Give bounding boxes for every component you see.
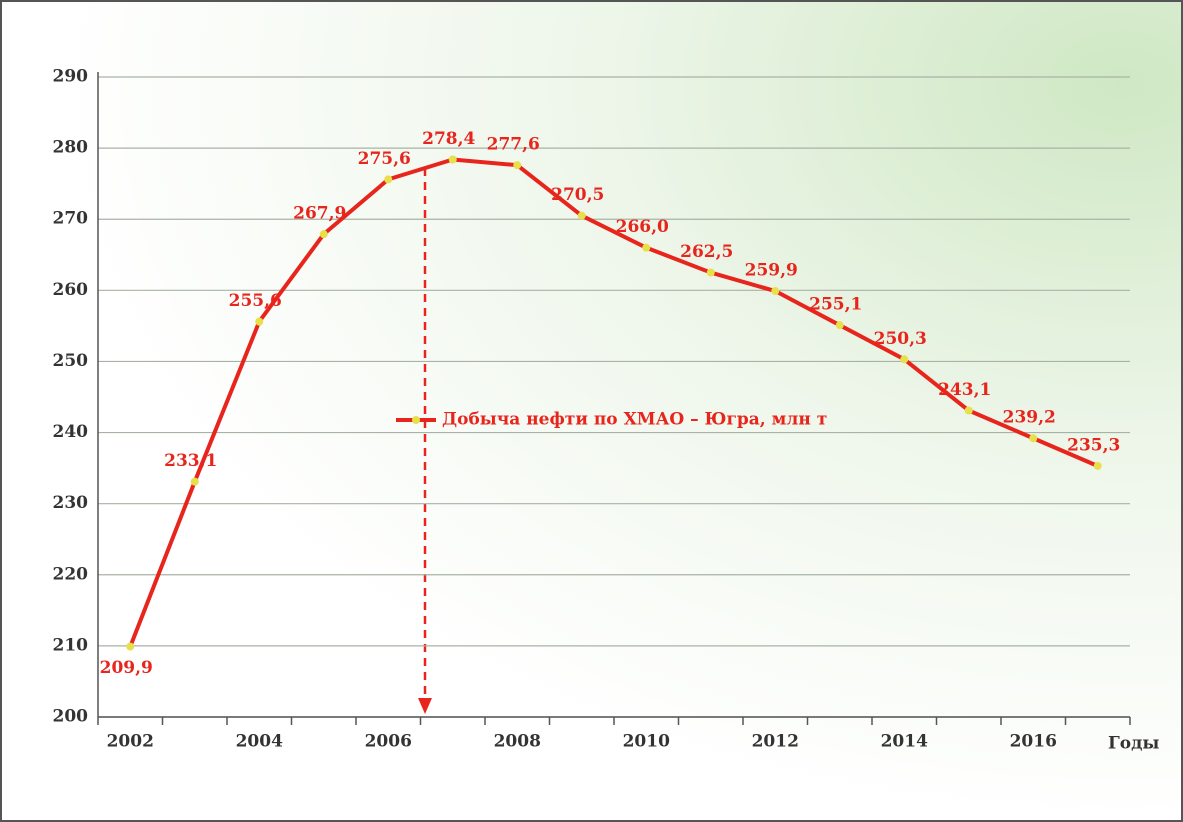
- y-tick-label: 210: [53, 635, 89, 655]
- x-tick-label: 2006: [365, 732, 412, 752]
- marker: [771, 287, 780, 296]
- x-tick-label: 2008: [494, 732, 541, 752]
- arrow-head: [418, 698, 432, 714]
- data-label: 266,0: [616, 217, 669, 237]
- x-axis-label: Годы: [1108, 734, 1159, 754]
- data-label: 243,1: [938, 380, 991, 400]
- y-tick-label: 270: [53, 209, 89, 229]
- data-label: 255,1: [809, 295, 862, 315]
- y-tick-label: 260: [53, 280, 89, 300]
- line: [128, 157, 1099, 648]
- x-tick-label: 2004: [236, 732, 283, 752]
- data-label: 259,9: [745, 261, 798, 281]
- data-label: 233,1: [164, 451, 217, 471]
- data-label: 262,5: [680, 242, 733, 262]
- data-label: 275,6: [358, 149, 411, 169]
- y-tick-label: 290: [53, 67, 89, 87]
- data-label: 235,3: [1067, 435, 1120, 455]
- marker: [513, 161, 522, 170]
- marker: [835, 321, 844, 330]
- marker: [642, 243, 651, 252]
- marker: [319, 230, 328, 239]
- data-label: 239,2: [1003, 408, 1056, 428]
- marker: [384, 175, 393, 184]
- data-label: 250,3: [874, 329, 927, 349]
- x-tick-label: 2002: [107, 732, 154, 752]
- data-label: 267,9: [293, 204, 346, 224]
- y-tick-label: 220: [53, 564, 89, 584]
- y-tick-label: 280: [53, 138, 89, 158]
- x-tick-label: 2010: [623, 732, 670, 752]
- x-tick-label: 2016: [1010, 732, 1057, 752]
- x-tick-label: 2014: [881, 732, 928, 752]
- marker: [964, 406, 973, 415]
- marker: [126, 642, 135, 651]
- data-label: 255,6: [229, 291, 282, 311]
- y-tick-label: 230: [53, 493, 89, 513]
- data-label: 270,5: [551, 185, 604, 205]
- y-tick-label: 240: [53, 422, 89, 442]
- data-label: 277,6: [487, 135, 540, 155]
- marker: [577, 211, 586, 220]
- marker: [1093, 461, 1102, 470]
- marker: [900, 355, 909, 364]
- legend-label: Добыча нефти по ХМАО – Югра, млн т: [442, 410, 827, 430]
- marker: [1029, 434, 1038, 443]
- y-tick-label: 200: [53, 707, 89, 727]
- data-label: 278,4: [422, 129, 475, 149]
- legend-marker: [412, 416, 420, 424]
- marker: [448, 155, 457, 164]
- y-tick-label: 250: [53, 351, 89, 371]
- marker: [190, 477, 199, 486]
- data-label: 209,9: [100, 658, 153, 678]
- x-tick-label: 2012: [752, 732, 799, 752]
- marker: [255, 317, 264, 326]
- marker: [706, 268, 715, 277]
